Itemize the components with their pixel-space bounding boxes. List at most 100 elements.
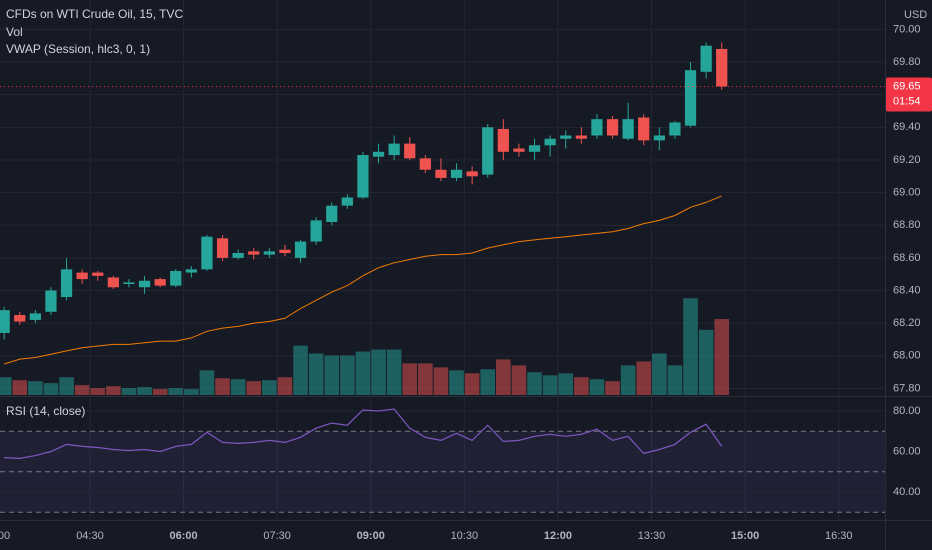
candle-body bbox=[372, 151, 385, 157]
volume-bar bbox=[589, 379, 605, 395]
chart-title: CFDs on WTI Crude Oil, 15, TVC bbox=[6, 7, 183, 21]
price-tag bbox=[886, 77, 932, 112]
volume-bar bbox=[324, 355, 340, 395]
candle-body bbox=[170, 270, 182, 286]
candle-body bbox=[45, 290, 57, 312]
volume-bar bbox=[184, 389, 199, 395]
y-tick-label: 69.80 bbox=[893, 56, 921, 68]
candle-body bbox=[669, 122, 681, 136]
candle-body bbox=[606, 119, 619, 136]
y-tick-label: 68.40 bbox=[893, 284, 921, 296]
x-tick-label: 16:30 bbox=[825, 530, 853, 542]
y-tick-label: 40.00 bbox=[893, 486, 921, 498]
candle-body bbox=[29, 313, 41, 320]
volume-bar bbox=[683, 298, 698, 395]
volume-bar bbox=[12, 380, 28, 395]
volume-bar bbox=[246, 381, 262, 395]
y-tick-label: 68.20 bbox=[893, 317, 921, 329]
volume-bar bbox=[262, 380, 277, 395]
candle-body bbox=[263, 251, 275, 255]
candle-body bbox=[482, 127, 494, 175]
volume-bar bbox=[152, 389, 168, 395]
candle-body bbox=[123, 282, 135, 285]
volume-bar bbox=[496, 359, 511, 395]
x-tick-label: 04:30 bbox=[76, 530, 104, 542]
volume-bar bbox=[0, 377, 12, 395]
volume-bar bbox=[449, 370, 464, 395]
candle-body bbox=[326, 205, 338, 222]
x-tick-label: 15:00 bbox=[731, 530, 759, 542]
x-tick-label: 13:30 bbox=[638, 530, 666, 542]
candle-body bbox=[638, 117, 650, 141]
candle-body bbox=[341, 197, 353, 206]
candle-body bbox=[528, 145, 541, 152]
volume-bar bbox=[28, 381, 43, 395]
candle-body bbox=[622, 119, 634, 139]
candle-body bbox=[279, 249, 291, 253]
candle-body bbox=[591, 119, 603, 136]
volume-bar bbox=[137, 387, 152, 395]
candle-body bbox=[216, 238, 229, 258]
volume-bar bbox=[698, 329, 714, 395]
rsi-line bbox=[4, 408, 723, 460]
candle-body bbox=[138, 280, 151, 288]
candle-body bbox=[575, 135, 587, 139]
volume-bar bbox=[620, 365, 636, 395]
candle-body bbox=[513, 148, 525, 152]
volume-bar bbox=[59, 377, 74, 395]
volume-bar bbox=[308, 353, 324, 395]
volume-bar bbox=[43, 383, 59, 395]
volume-bar bbox=[464, 373, 480, 395]
volume-bar bbox=[714, 318, 730, 395]
volume-bar bbox=[433, 367, 449, 395]
candle-body bbox=[0, 310, 10, 333]
y-tick-label: 67.80 bbox=[893, 382, 921, 394]
candle-body bbox=[419, 158, 431, 170]
volume-bar bbox=[371, 349, 386, 395]
volume-bar bbox=[277, 377, 293, 395]
candle-body bbox=[76, 272, 88, 280]
volume-bar bbox=[574, 377, 589, 395]
x-tick-label: 10:30 bbox=[451, 530, 479, 542]
y-tick-label: 69.40 bbox=[893, 121, 921, 133]
volume-bar bbox=[90, 388, 106, 395]
x-tick-label: 07:30 bbox=[263, 530, 291, 542]
volume-bar bbox=[106, 386, 121, 395]
candle-body bbox=[107, 277, 119, 288]
candle-body bbox=[653, 135, 665, 141]
candle-body bbox=[232, 252, 244, 258]
volume-bar bbox=[418, 363, 433, 395]
y-tick-label: 68.60 bbox=[893, 252, 921, 264]
candle-body bbox=[310, 220, 322, 242]
candle-body bbox=[154, 279, 166, 286]
volume-bar bbox=[121, 388, 137, 395]
volume-bar bbox=[215, 378, 230, 395]
volume-bar bbox=[667, 365, 683, 395]
legend-entry: VWAP (Session, hlc3, 0, 1) bbox=[6, 42, 150, 56]
x-tick-label: 06:00 bbox=[169, 530, 197, 542]
y-tick-label: 60.00 bbox=[893, 445, 921, 457]
volume-bar bbox=[355, 351, 371, 395]
x-tick-label: 09:00 bbox=[357, 530, 385, 542]
candle-body bbox=[357, 155, 369, 198]
candle-body bbox=[60, 269, 73, 298]
volume-bar bbox=[402, 363, 418, 395]
volume-bar bbox=[605, 381, 620, 395]
volume-bar bbox=[480, 369, 496, 395]
volume-bar bbox=[386, 349, 402, 395]
candle-body bbox=[404, 143, 416, 159]
candle-body bbox=[684, 70, 697, 126]
y-tick-label: 80.00 bbox=[893, 405, 921, 417]
volume-bar bbox=[558, 373, 574, 395]
legend-entry: Vol bbox=[6, 25, 23, 39]
x-tick-label: 12:00 bbox=[544, 530, 572, 542]
y-tick-label: 70.00 bbox=[893, 23, 921, 35]
volume-bar bbox=[340, 355, 355, 395]
volume-bar bbox=[230, 379, 246, 395]
price-tag-countdown: 01:54 bbox=[893, 95, 921, 107]
candle-body bbox=[497, 128, 509, 152]
y-tick-label: 69.00 bbox=[893, 187, 921, 199]
candle-body bbox=[388, 143, 400, 156]
volume-bar bbox=[652, 353, 667, 395]
